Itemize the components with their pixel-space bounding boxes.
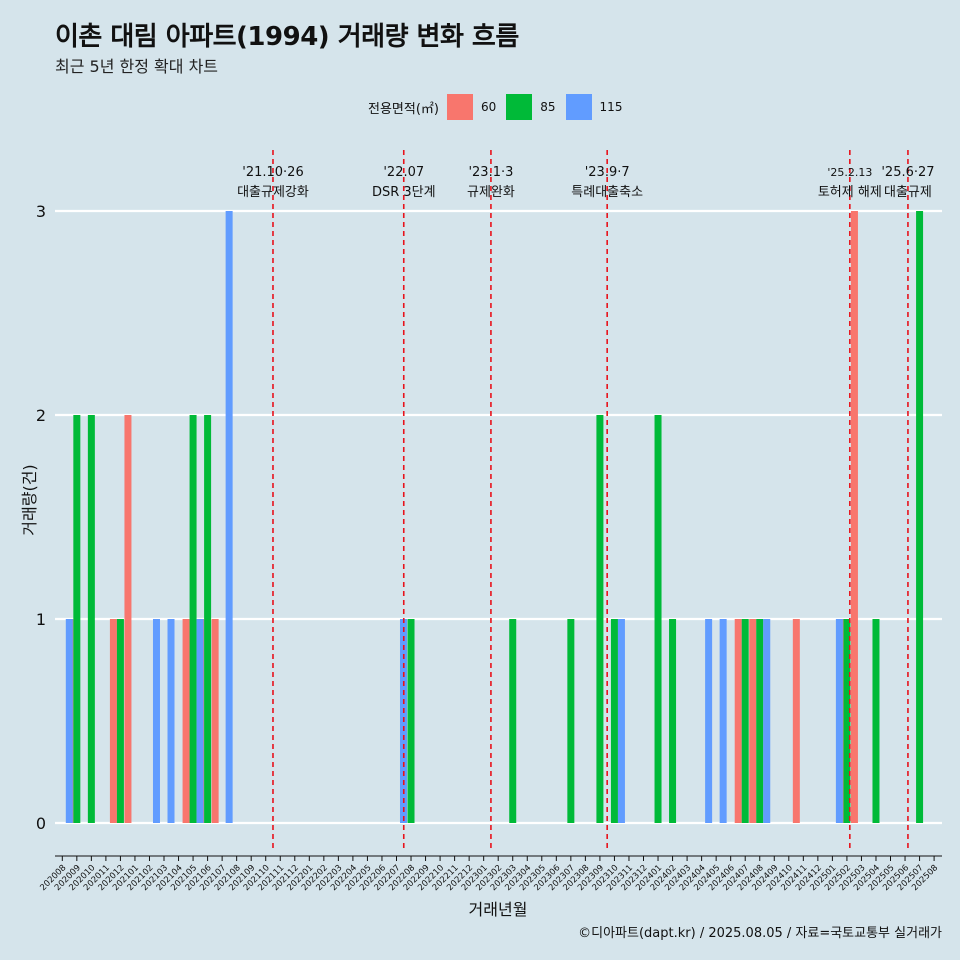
bar-85-202307 xyxy=(567,619,575,823)
bar-60-202408 xyxy=(749,619,757,823)
legend-item-115: 115 xyxy=(565,94,627,120)
bar-115-202404 xyxy=(705,619,713,823)
bar-115-202310 xyxy=(617,619,625,823)
bar-85-202012 xyxy=(116,619,124,823)
bar-60-202407 xyxy=(734,619,742,823)
bar-115-202102 xyxy=(152,619,160,823)
bar-60-202012 xyxy=(109,619,117,823)
event-date-label: '25.6·27 xyxy=(881,165,934,180)
bar-85-202303 xyxy=(509,619,517,823)
bar-85-202310 xyxy=(610,619,618,823)
x-axis-label: 거래년월 xyxy=(468,900,528,919)
bar-85-202402 xyxy=(669,619,677,823)
legend-swatch-60 xyxy=(446,94,473,120)
event-date-label: '25.2.13 xyxy=(827,166,872,179)
bar-85-202502 xyxy=(843,619,851,823)
legend-title: 전용면적(㎡) xyxy=(368,101,439,117)
bar-85-202309 xyxy=(596,415,604,823)
bar-85-202504 xyxy=(872,619,880,823)
event-name-label: 규제완화 xyxy=(467,185,515,200)
bar-60-202107 xyxy=(211,619,219,823)
legend-item-85: 85 xyxy=(506,94,559,120)
bar-60-202105 xyxy=(182,619,190,823)
source-caption: ©디아파트(dapt.kr) / 2025.08.05 / 자료=국토교통부 실… xyxy=(578,926,942,941)
chart-title: 이촌 대림 아파트(1994) 거래량 변화 흐름 xyxy=(55,22,519,52)
bar-115-202103 xyxy=(167,619,175,823)
y-axis-label: 거래량(건) xyxy=(20,464,39,536)
y-tick-label: 3 xyxy=(36,202,46,221)
event-date-label: '22.07 xyxy=(383,165,424,180)
bar-85-202408 xyxy=(756,619,764,823)
legend-swatch-85 xyxy=(506,94,533,120)
y-tick-label: 0 xyxy=(36,814,46,833)
y-tick-label: 2 xyxy=(36,406,46,425)
bar-115-202107 xyxy=(225,211,233,823)
bar-60-202101 xyxy=(124,415,132,823)
bar-85-202401 xyxy=(654,415,662,823)
legend-label-85: 85 xyxy=(540,100,556,114)
bar-85-202009 xyxy=(73,415,81,823)
legend: 전용면적(㎡) 60 85 115 xyxy=(368,93,632,121)
legend-item-60: 60 xyxy=(446,94,500,120)
bar-115-202105 xyxy=(196,619,204,823)
bar-115-202405 xyxy=(719,619,727,823)
bar-85-202105 xyxy=(189,415,197,823)
bar-85-202010 xyxy=(87,415,95,823)
event-name-label: 대출규제 xyxy=(884,185,932,200)
legend-swatch-115 xyxy=(565,94,592,120)
bar-115-202008 xyxy=(65,619,73,823)
bar-85-202106 xyxy=(204,415,212,823)
chart-subtitle: 최근 5년 한정 확대 차트 xyxy=(55,57,219,76)
event-name-label: 특례대출축소 xyxy=(571,185,643,200)
event-name-label: 토허제 해제 xyxy=(818,185,882,200)
legend-label-60: 60 xyxy=(480,100,497,114)
event-name-label: 대출규제강화 xyxy=(237,185,309,200)
bar-85-202507 xyxy=(916,211,924,823)
event-date-label: '21.10·26 xyxy=(242,165,303,180)
bar-60-202503 xyxy=(850,211,858,823)
bar-115-202501 xyxy=(835,619,843,823)
event-date-label: '23.1·3 xyxy=(468,165,513,180)
bar-85-202407 xyxy=(741,619,749,823)
y-tick-label: 1 xyxy=(36,610,46,629)
event-date-label: '23.9·7 xyxy=(585,165,630,180)
event-name-label: DSR 3단계 xyxy=(372,185,436,200)
bar-115-202408 xyxy=(763,619,771,823)
bar-85-202208 xyxy=(407,619,415,823)
bar-60-202411 xyxy=(792,619,800,823)
legend-label-115: 115 xyxy=(599,100,623,114)
